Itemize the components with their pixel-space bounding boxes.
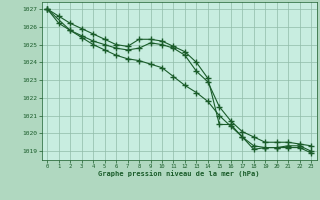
X-axis label: Graphe pression niveau de la mer (hPa): Graphe pression niveau de la mer (hPa) [99, 171, 260, 177]
